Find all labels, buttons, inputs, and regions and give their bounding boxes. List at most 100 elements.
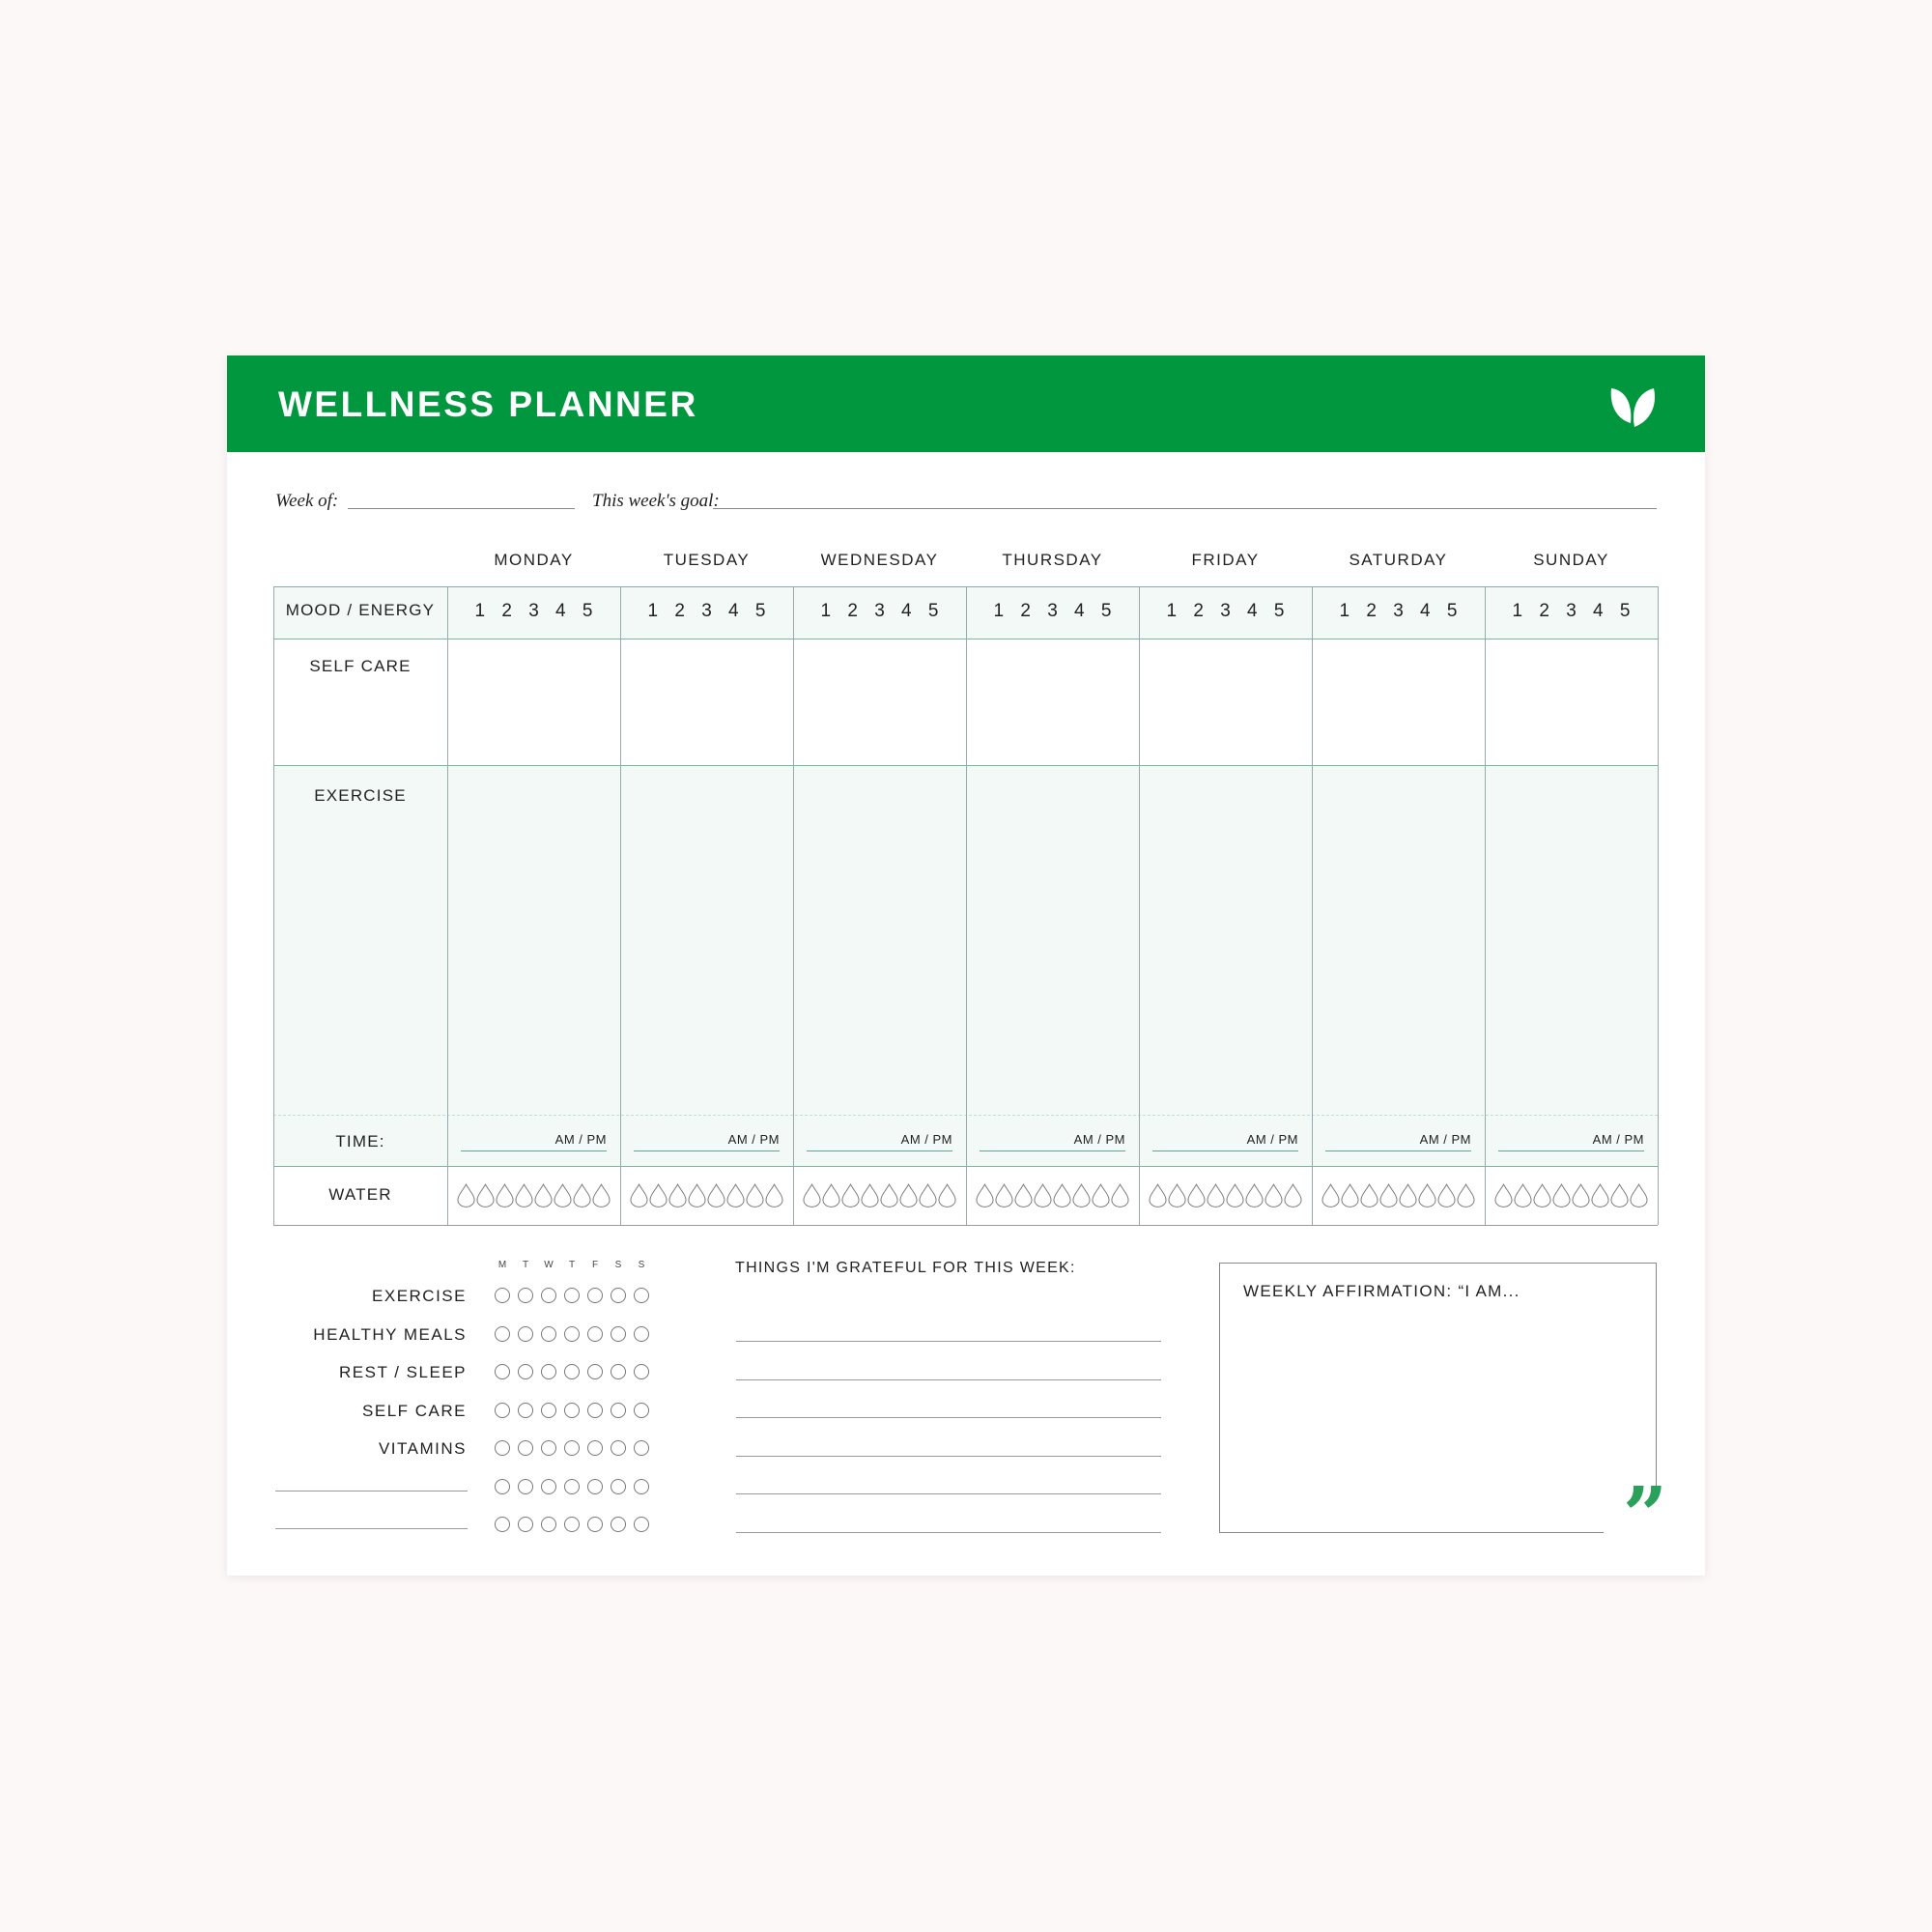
water-drop-icon[interactable]: [1187, 1183, 1206, 1208]
water-drop-icon[interactable]: [1092, 1183, 1110, 1208]
mood-scale[interactable]: 1 2 3 4 5: [820, 601, 939, 621]
self-care-cell[interactable]: [1139, 639, 1312, 765]
water-drop-icon[interactable]: [1457, 1183, 1475, 1208]
habit-checkbox[interactable]: [518, 1364, 533, 1379]
water-drop-icon[interactable]: [861, 1183, 879, 1208]
habit-checkbox[interactable]: [495, 1517, 510, 1532]
water-drop-icon[interactable]: [1014, 1183, 1033, 1208]
habit-checkbox[interactable]: [587, 1402, 603, 1418]
water-drop-icon[interactable]: [1591, 1183, 1609, 1208]
habit-checkbox[interactable]: [587, 1517, 603, 1532]
water-drop-icon[interactable]: [630, 1183, 648, 1208]
habit-checkbox[interactable]: [587, 1364, 603, 1379]
water-drop-icon[interactable]: [822, 1183, 840, 1208]
affirmation-box[interactable]: [1219, 1263, 1657, 1533]
grateful-line[interactable]: [736, 1378, 1161, 1380]
water-drop-icon[interactable]: [1572, 1183, 1590, 1208]
habit-checkbox[interactable]: [587, 1288, 603, 1303]
grateful-line[interactable]: [736, 1531, 1161, 1533]
water-drop-icon[interactable]: [1418, 1183, 1436, 1208]
mood-scale[interactable]: 1 2 3 4 5: [1166, 601, 1285, 621]
habit-checkbox[interactable]: [564, 1440, 580, 1456]
habit-checkbox[interactable]: [634, 1440, 649, 1456]
habit-checkbox[interactable]: [564, 1364, 580, 1379]
habit-checkbox[interactable]: [518, 1325, 533, 1342]
habit-checkbox[interactable]: [518, 1402, 533, 1418]
water-drop-icon[interactable]: [1072, 1183, 1091, 1208]
habit-checkbox[interactable]: [611, 1440, 626, 1456]
water-drop-icon[interactable]: [1245, 1183, 1264, 1208]
mood-scale[interactable]: 1 2 3 4 5: [1512, 601, 1631, 621]
water-drop-icon[interactable]: [1379, 1183, 1398, 1208]
water-drop-icon[interactable]: [496, 1183, 514, 1208]
water-drop-icon[interactable]: [919, 1183, 937, 1208]
self-care-cell[interactable]: [793, 639, 966, 765]
water-drop-icon[interactable]: [1437, 1183, 1456, 1208]
habit-checkbox[interactable]: [495, 1364, 510, 1379]
water-drop-icon[interactable]: [1321, 1183, 1340, 1208]
water-drop-icon[interactable]: [938, 1183, 956, 1208]
habit-checkbox[interactable]: [564, 1288, 580, 1303]
habit-checkbox[interactable]: [611, 1364, 626, 1379]
water-drop-icon[interactable]: [1399, 1183, 1417, 1208]
self-care-cell[interactable]: [1312, 639, 1485, 765]
water-drop-icon[interactable]: [899, 1183, 918, 1208]
habit-checkbox[interactable]: [564, 1402, 580, 1418]
habit-checkbox[interactable]: [611, 1325, 626, 1342]
habit-checkbox[interactable]: [541, 1325, 556, 1342]
mood-scale[interactable]: 1 2 3 4 5: [474, 601, 593, 621]
water-drop-icon[interactable]: [573, 1183, 591, 1208]
habit-checkbox[interactable]: [611, 1402, 626, 1418]
water-drop-icon[interactable]: [841, 1183, 860, 1208]
habit-checkbox[interactable]: [541, 1440, 556, 1456]
habit-checkbox[interactable]: [634, 1402, 649, 1418]
mood-scale[interactable]: 1 2 3 4 5: [647, 601, 766, 621]
habit-checkbox[interactable]: [495, 1478, 510, 1494]
water-drop-icon[interactable]: [976, 1183, 994, 1208]
grateful-line[interactable]: [736, 1493, 1161, 1494]
habit-checkbox[interactable]: [587, 1325, 603, 1342]
habit-checkbox[interactable]: [634, 1478, 649, 1494]
habit-checkbox[interactable]: [611, 1478, 626, 1494]
habit-checkbox[interactable]: [564, 1478, 580, 1494]
exercise-cell[interactable]: [1312, 765, 1485, 1115]
water-drop-icon[interactable]: [1034, 1183, 1052, 1208]
water-drop-icon[interactable]: [1149, 1183, 1167, 1208]
habit-checkbox[interactable]: [611, 1288, 626, 1303]
water-drop-icon[interactable]: [1341, 1183, 1359, 1208]
habit-checkbox[interactable]: [634, 1364, 649, 1379]
water-drop-icon[interactable]: [726, 1183, 745, 1208]
self-care-cell[interactable]: [620, 639, 793, 765]
water-drop-icon[interactable]: [1264, 1183, 1283, 1208]
water-drop-icon[interactable]: [1053, 1183, 1071, 1208]
water-drop-icon[interactable]: [668, 1183, 687, 1208]
habit-checkbox[interactable]: [587, 1440, 603, 1456]
water-drop-icon[interactable]: [1630, 1183, 1648, 1208]
water-drop-icon[interactable]: [707, 1183, 725, 1208]
habit-checkbox[interactable]: [564, 1517, 580, 1532]
habit-checkbox[interactable]: [518, 1517, 533, 1532]
goal-field[interactable]: [713, 508, 1657, 509]
habit-checkbox[interactable]: [634, 1325, 649, 1342]
water-drop-icon[interactable]: [1111, 1183, 1129, 1208]
water-drop-icon[interactable]: [1284, 1183, 1302, 1208]
water-drop-icon[interactable]: [1494, 1183, 1513, 1208]
habit-checkbox[interactable]: [634, 1288, 649, 1303]
exercise-cell[interactable]: [1139, 765, 1312, 1115]
water-drop-icon[interactable]: [803, 1183, 821, 1208]
exercise-cell[interactable]: [1485, 765, 1658, 1115]
self-care-cell[interactable]: [966, 639, 1139, 765]
mood-scale[interactable]: 1 2 3 4 5: [993, 601, 1112, 621]
exercise-cell[interactable]: [447, 765, 620, 1115]
self-care-cell[interactable]: [1485, 639, 1658, 765]
water-drop-icon[interactable]: [1610, 1183, 1629, 1208]
habit-custom-field[interactable]: [275, 1528, 468, 1529]
week-of-field[interactable]: [348, 508, 575, 509]
water-drop-icon[interactable]: [649, 1183, 668, 1208]
exercise-cell[interactable]: [620, 765, 793, 1115]
grateful-line[interactable]: [736, 1417, 1161, 1418]
water-drop-icon[interactable]: [554, 1183, 572, 1208]
habit-custom-field[interactable]: [275, 1490, 468, 1492]
habit-checkbox[interactable]: [541, 1478, 556, 1494]
water-drop-icon[interactable]: [1226, 1183, 1244, 1208]
